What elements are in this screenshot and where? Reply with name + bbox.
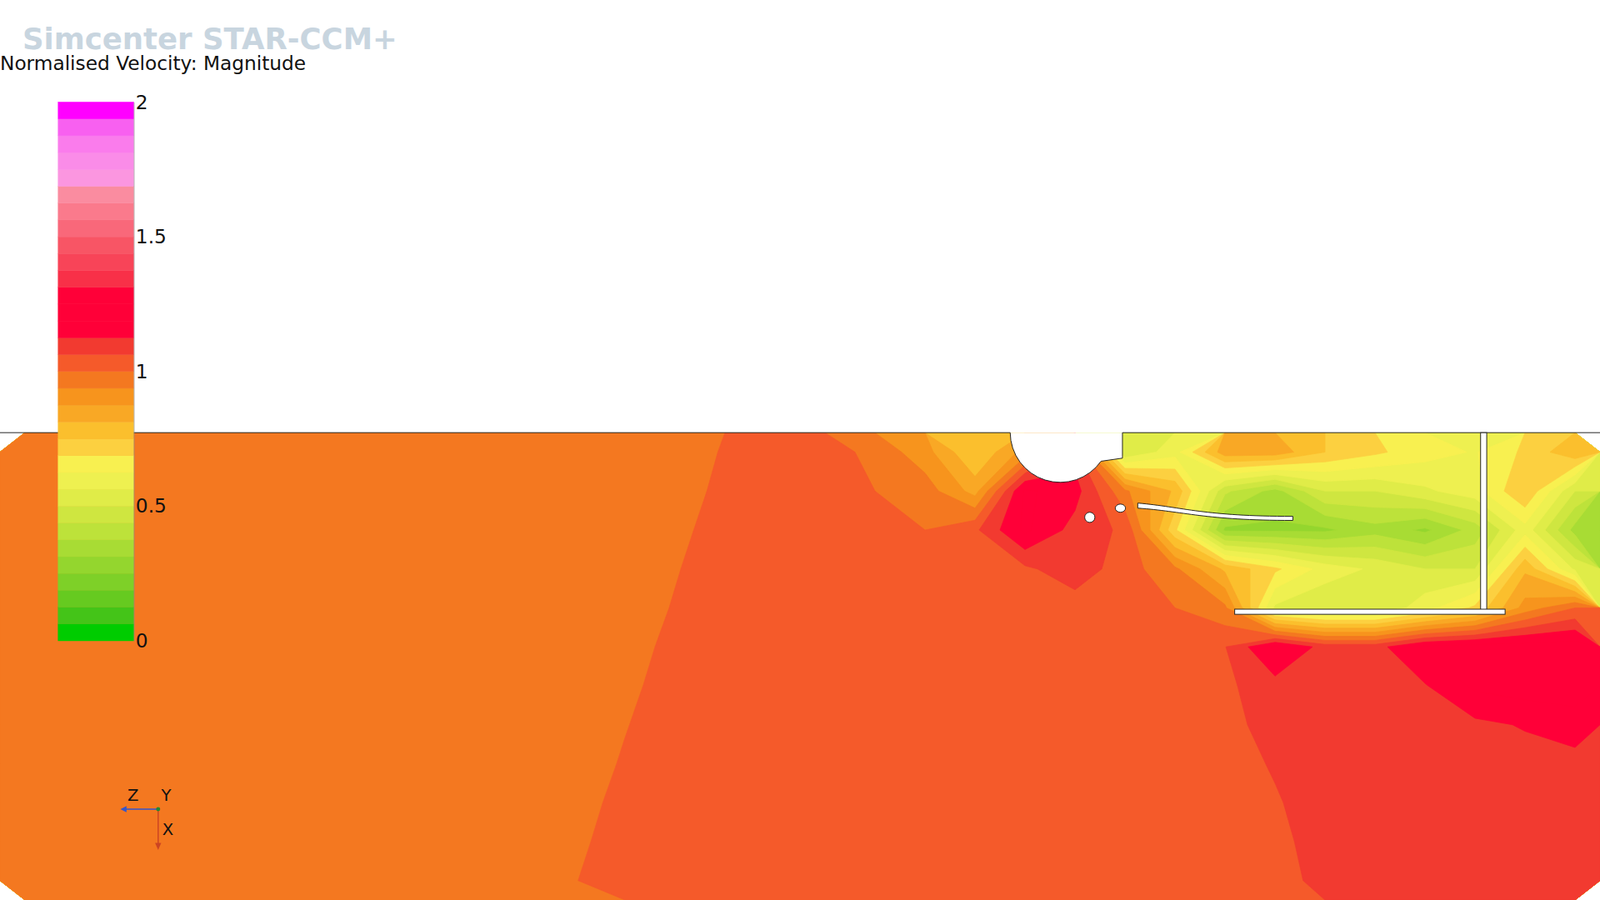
contour-band: [0, 432, 1600, 900]
colorbar-band: [58, 135, 135, 153]
colorbar-band: [58, 388, 135, 405]
colorbar-band: [58, 355, 135, 372]
watermark: Simcenter STAR-CCM+: [22, 21, 398, 56]
colorbar-band: [58, 101, 135, 119]
colorbar-band: [58, 371, 135, 389]
contour-band: [0, 432, 1600, 900]
contour-band: [1000, 471, 1600, 748]
colorbar-band: [58, 590, 135, 607]
colorbar-band: [58, 304, 135, 321]
colorbar-band: [58, 421, 135, 439]
title: Normalised Velocity: Magnitude: [0, 51, 306, 75]
axis-line: [134, 102, 135, 642]
colorbar-band: [58, 540, 135, 557]
hull: [1010, 432, 1123, 483]
colorbar-band: [58, 119, 135, 136]
strut: [1115, 504, 1125, 513]
triad-origin: [155, 807, 160, 812]
tick: 0: [133, 629, 148, 652]
tick: 2: [133, 90, 148, 114]
contour-band: [979, 432, 1600, 900]
contour-band: [578, 432, 1600, 900]
cylinder: [1085, 512, 1095, 523]
tick: 0.5: [133, 494, 166, 517]
tick-label: 1: [135, 360, 149, 383]
colorbar-band: [58, 169, 135, 186]
colorbar-band: [58, 236, 135, 254]
contour-band: [0, 432, 1600, 900]
contour-band: [0, 432, 1600, 900]
contour-band: [0, 432, 1600, 900]
contour-band: [0, 432, 1600, 900]
colorbar-band: [58, 505, 135, 523]
colorbar-band: [58, 253, 135, 270]
contour-band: [1020, 489, 1600, 707]
colorbar-band: [58, 472, 135, 490]
colorbar-band: [58, 203, 135, 220]
tick: 1.5: [133, 225, 166, 248]
wall: [0, 432, 1010, 434]
tick-label: 1.5: [135, 225, 167, 248]
colorbar-band: [58, 220, 135, 237]
colorbar-band: [58, 320, 135, 338]
colorbar-band: [58, 270, 135, 287]
colorbar-band: [58, 337, 135, 355]
contour-band: [0, 432, 1600, 900]
colorbar-band: [58, 489, 135, 506]
triad-label: X: [162, 820, 174, 840]
colorbar-band: [58, 439, 135, 456]
colorbar-band: [58, 455, 135, 473]
contour-band: [0, 432, 1600, 900]
contour-band: [0, 432, 1600, 900]
triad-label: Z: [127, 785, 139, 805]
tick: 1: [133, 360, 148, 383]
geometry: [0, 432, 1600, 615]
foil: [1137, 503, 1293, 521]
colorbar-band: [58, 185, 135, 203]
colorbar-band: [58, 152, 135, 170]
colorbar-band: [58, 573, 135, 590]
colorbar-band: [58, 287, 135, 305]
wall: [1122, 432, 1600, 434]
colorbar-band: [58, 523, 135, 540]
colorbar-band: [58, 607, 135, 625]
colorbar-band: [58, 405, 135, 422]
chart: Simcenter STAR-CCM+Normalised Velocity: …: [0, 0, 1600, 900]
tick-label: 0.5: [135, 494, 167, 517]
axis-triad: Z YX: [120, 785, 174, 850]
tick-label: 2: [135, 90, 149, 114]
contour-band: [0, 432, 1600, 900]
vertical-plate: [1480, 432, 1487, 611]
tick-label: 0: [135, 629, 149, 652]
contour-band: [0, 432, 1600, 900]
colorbar-band: [58, 556, 135, 574]
horizontal-plate: [1235, 609, 1505, 615]
colorbar-axis: 0 0.5 1 1.5 2: [133, 90, 166, 653]
triad-arrow: [124, 808, 158, 810]
contour-band: [0, 432, 1600, 900]
contour-band: [0, 432, 1600, 900]
triad-label: Y: [160, 785, 171, 805]
triad-arrowhead: [120, 805, 126, 812]
contour-field: [0, 432, 1600, 900]
contour-band: [0, 432, 1600, 900]
triad-arrowhead: [155, 842, 161, 850]
triad-arrow: [157, 809, 159, 845]
contour-band: [0, 432, 1600, 900]
contour-band: [0, 432, 1600, 900]
colorbar: [58, 101, 135, 641]
colorbar-band: [58, 624, 135, 641]
